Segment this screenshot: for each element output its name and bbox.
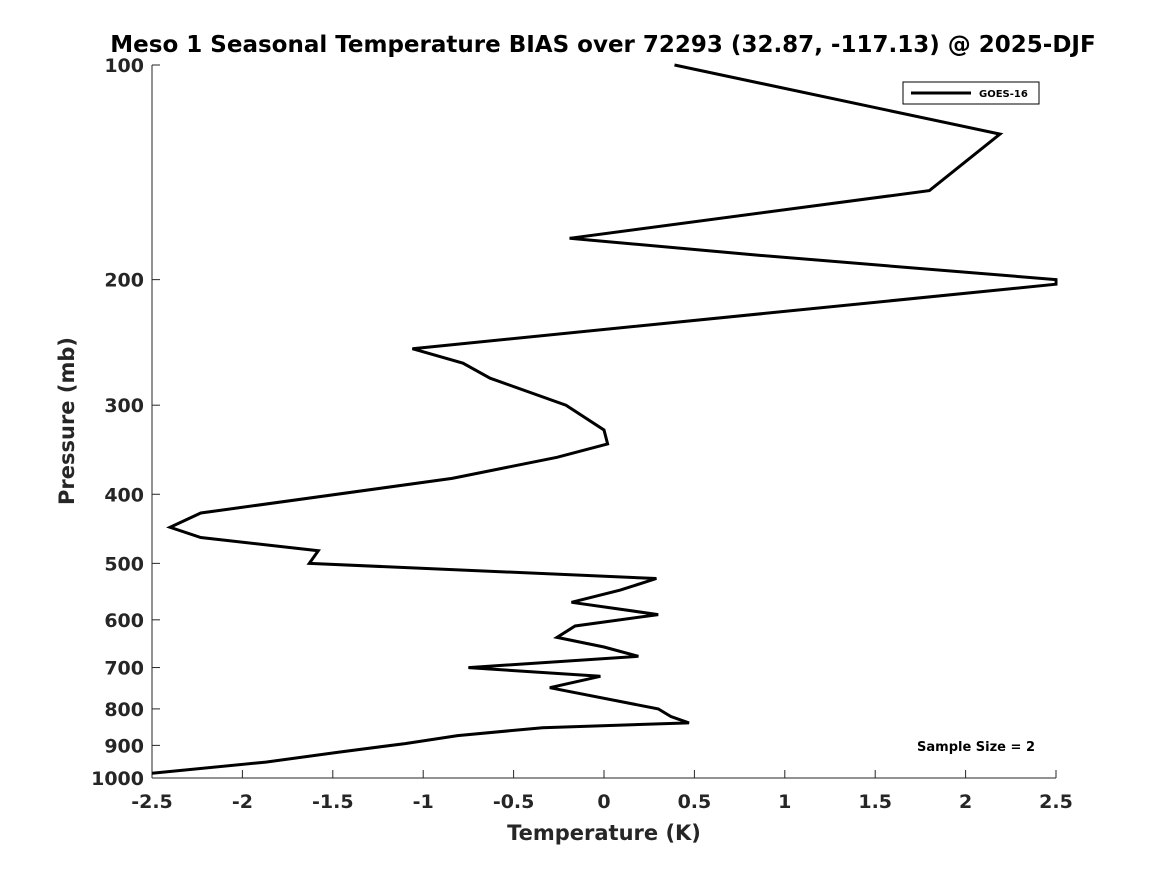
series-group: [151, 63, 1058, 775]
y-tick-label: 900: [104, 735, 144, 757]
y-tick-label: 600: [104, 610, 144, 632]
x-tick-label: 1.5: [858, 791, 892, 813]
y-tick-label: 400: [104, 484, 144, 506]
legend-label: GOES-16: [979, 89, 1028, 100]
x-axis-label: Temperature (K): [507, 821, 701, 845]
x-tick-label: 1: [778, 791, 791, 813]
x-tick-label: 0: [597, 791, 610, 813]
x-tick-label: 2.5: [1039, 791, 1073, 813]
y-tick-label: 100: [104, 55, 144, 77]
x-tick-label: -1.5: [312, 791, 354, 813]
y-tick-label: 500: [104, 553, 144, 575]
y-tick-label: 200: [104, 270, 144, 292]
legend: GOES-16: [902, 81, 1040, 105]
chart-title: Meso 1 Seasonal Temperature BIAS over 72…: [110, 32, 1095, 58]
x-tick-label: -1: [413, 791, 434, 813]
plot-area: -2.5 -2 -1.5 -1 -0.5 0 0.5 1 1.5 2 2.5 100 200 300 40…: [91, 55, 1073, 813]
sample-size-annotation: Sample Size = 2: [917, 740, 1035, 755]
x-tick-label: 0.5: [678, 791, 712, 813]
x-tick-label: -0.5: [493, 791, 535, 813]
x-axis-ticks: -2.5 -2 -1.5 -1 -0.5 0 0.5 1 1.5 2 2.5: [131, 770, 1073, 813]
y-tick-label: 800: [104, 699, 144, 721]
series-line-goes-16: [151, 63, 1058, 775]
x-tick-label: 2: [959, 791, 972, 813]
y-axis-label: Pressure (mb): [55, 337, 79, 505]
y-tick-label: 700: [104, 658, 144, 680]
x-tick-label: -2: [232, 791, 253, 813]
y-tick-label: 300: [104, 395, 144, 417]
x-tick-label: -2.5: [131, 791, 173, 813]
y-tick-label: 1000: [91, 768, 144, 790]
y-axis-ticks: 100 200 300 400 500 600 700 800 900 1000: [91, 55, 160, 790]
